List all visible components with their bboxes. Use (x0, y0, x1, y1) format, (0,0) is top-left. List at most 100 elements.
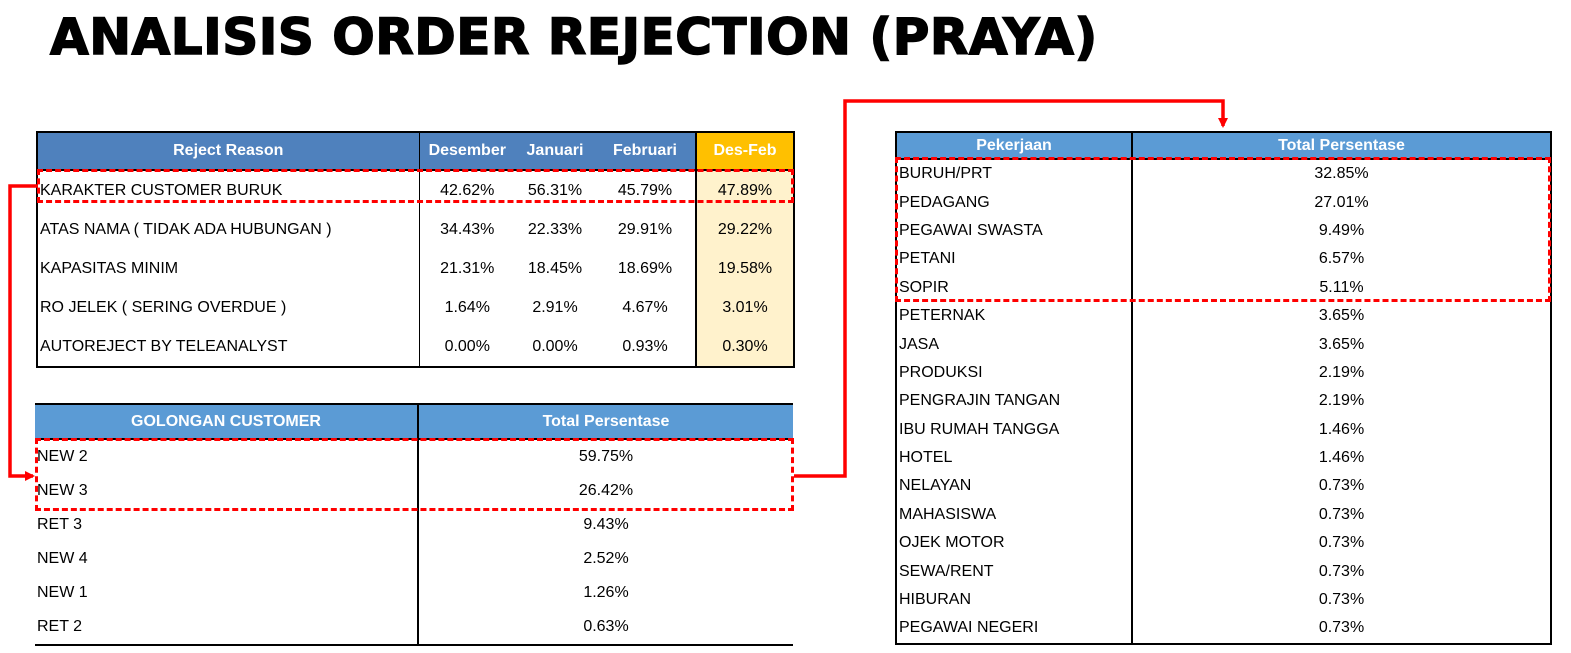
header-pekerjaan: Pekerjaan (895, 132, 1132, 160)
month-value-cell: 0.00% (532, 337, 578, 355)
month-value-cell: 4.67% (622, 298, 668, 316)
percentage-cell: 1.46% (1131, 415, 1552, 444)
pekerjaan-cell: PEGAWAI SWASTA (895, 216, 1132, 246)
pekerjaan-cell: PRODUKSI (895, 358, 1132, 388)
header-golongan-customer: GOLONGAN CUSTOMER (35, 404, 418, 440)
table-row: SOPIR 5.11% (895, 273, 1552, 302)
header-des-feb: Des-Feb (695, 132, 794, 171)
pekerjaan-cell: HOTEL (895, 443, 1132, 473)
percentage-cell: 0.73% (1131, 529, 1552, 558)
header-reject-reason: Reject Reason (37, 132, 419, 171)
table-row: KAPASITAS MINIM 21.31% 18.45% 18.69% 19.58% (37, 249, 794, 288)
month-value-cell: 34.43% (418, 210, 515, 249)
table-row: KARAKTER CUSTOMER BURUK 42.62% 56.31% 45.79… (37, 170, 794, 210)
month-value-cell: 2.91% (532, 298, 578, 316)
percentage-cell: 2.52% (417, 542, 793, 576)
golongan-customer-table: GOLONGAN CUSTOMER Total Persentase NEW 2… (35, 403, 793, 646)
percentage-cell: 0.63% (417, 610, 793, 645)
golongan-cell: NEW 3 (37, 482, 88, 499)
header-desember: Desember (418, 132, 515, 171)
table-row: NELAYAN 0.73% (895, 472, 1552, 501)
reject-reason-cell: AUTOREJECT BY TELEANALYST (40, 337, 288, 355)
percentage-cell: 9.43% (417, 508, 793, 542)
percentage-cell: 26.42% (417, 474, 793, 508)
month-value-cell: 21.31% (418, 249, 515, 288)
pekerjaan-cell: PETERNAK (895, 301, 1132, 331)
des-feb-cell: 0.30% (695, 327, 794, 367)
table-row: NEW 1 1.26% (35, 576, 793, 610)
table-row: RET 2 0.63% (35, 610, 793, 645)
golongan-cell: NEW 4 (37, 550, 88, 567)
des-feb-cell: 3.01% (695, 288, 794, 327)
table-row: RET 3 9.43% (35, 508, 793, 542)
percentage-cell: 2.19% (1131, 387, 1552, 416)
pekerjaan-cell: NELAYAN (895, 472, 1132, 501)
header-total-persentase: Total Persentase (417, 404, 793, 440)
table-row: PETERNAK 3.65% (895, 301, 1552, 331)
table-row: MAHASISWA 0.73% (895, 500, 1552, 530)
pekerjaan-cell: HIBURAN (895, 585, 1132, 615)
reject-reason-cell: RO JELEK ( SERING OVERDUE ) (40, 298, 287, 316)
pekerjaan-cell: JASA (895, 330, 1132, 359)
golongan-cell: NEW 2 (37, 448, 88, 465)
header-total-persentase: Total Persentase (1131, 132, 1552, 160)
percentage-cell: 32.85% (1131, 159, 1552, 189)
pekerjaan-cell: PENGRAJIN TANGAN (895, 387, 1132, 416)
pekerjaan-cell: PEGAWAI NEGERI (895, 614, 1132, 644)
table-row: NEW 2 59.75% (35, 439, 793, 474)
page-title: ANALISIS ORDER REJECTION (PRAYA) (49, 7, 1098, 67)
pekerjaan-cell: SEWA/RENT (895, 557, 1132, 586)
des-feb-cell: 47.89% (695, 170, 794, 210)
golongan-cell: NEW 1 (37, 584, 88, 601)
percentage-cell: 9.49% (1131, 216, 1552, 246)
table-row: ATAS NAMA ( TIDAK ADA HUBUNGAN ) 34.43% 22… (37, 210, 794, 249)
table-row: PRODUKSI 2.19% (895, 358, 1552, 388)
percentage-cell: 5.11% (1131, 273, 1552, 302)
percentage-cell: 0.73% (1131, 500, 1552, 530)
pekerjaan-cell: IBU RUMAH TANGGA (895, 415, 1132, 444)
percentage-cell: 0.73% (1131, 472, 1552, 501)
table-row: PENGRAJIN TANGAN 2.19% (895, 387, 1552, 416)
percentage-cell: 0.73% (1131, 614, 1552, 644)
table-row: HOTEL 1.46% (895, 443, 1552, 473)
golongan-cell: RET 3 (37, 516, 83, 533)
table-row: SEWA/RENT 0.73% (895, 557, 1552, 586)
table-row: BURUH/PRT 32.85% (895, 159, 1552, 189)
month-value-cell: 0.00% (418, 327, 515, 367)
percentage-cell: 3.65% (1131, 330, 1552, 359)
percentage-cell: 3.65% (1131, 301, 1552, 331)
des-feb-cell: 29.22% (695, 210, 794, 249)
month-value-cell: 29.91% (617, 220, 673, 238)
month-value-cell: 56.31% (527, 181, 583, 199)
table-row: PEDAGANG 27.01% (895, 188, 1552, 217)
pekerjaan-cell: OJEK MOTOR (895, 529, 1132, 558)
reject-reason-table: Reject Reason Desember Januari Februari … (36, 131, 795, 368)
percentage-cell: 1.26% (417, 576, 793, 610)
pekerjaan-cell: BURUH/PRT (895, 159, 1132, 189)
table-row: IBU RUMAH TANGGA 1.46% (895, 415, 1552, 444)
percentage-cell: 6.57% (1131, 245, 1552, 274)
month-value-cell: 45.79% (617, 181, 673, 199)
reject-reason-cell: KAPASITAS MINIM (40, 259, 179, 277)
reject-reason-cell: ATAS NAMA ( TIDAK ADA HUBUNGAN ) (40, 220, 332, 238)
header-januari: Januari (515, 132, 595, 171)
table-row: JASA 3.65% (895, 330, 1552, 359)
table-row: NEW 3 26.42% (35, 474, 793, 508)
month-value-cell: 42.62% (418, 170, 515, 210)
table-row: RO JELEK ( SERING OVERDUE ) 1.64% 2.91% 4.6… (37, 288, 794, 327)
table-row: AUTOREJECT BY TELEANALYST 0.00% 0.00% 0.93%… (37, 327, 794, 367)
table-row: OJEK MOTOR 0.73% (895, 529, 1552, 558)
table-row: HIBURAN 0.73% (895, 585, 1552, 615)
percentage-cell: 27.01% (1131, 188, 1552, 217)
pekerjaan-cell: SOPIR (895, 273, 1132, 302)
month-value-cell: 22.33% (527, 220, 583, 238)
header-februari: Februari (595, 132, 696, 171)
month-value-cell: 0.93% (622, 337, 668, 355)
reject-reason-cell: KARAKTER CUSTOMER BURUK (40, 181, 283, 199)
month-value-cell: 18.69% (617, 259, 673, 277)
table-row: PETANI 6.57% (895, 245, 1552, 274)
month-value-cell: 1.64% (418, 288, 515, 327)
table-row: NEW 4 2.52% (35, 542, 793, 576)
pekerjaan-table: Pekerjaan Total Persentase BURUH/PRT 32.8… (895, 131, 1552, 645)
percentage-cell: 0.73% (1131, 585, 1552, 615)
